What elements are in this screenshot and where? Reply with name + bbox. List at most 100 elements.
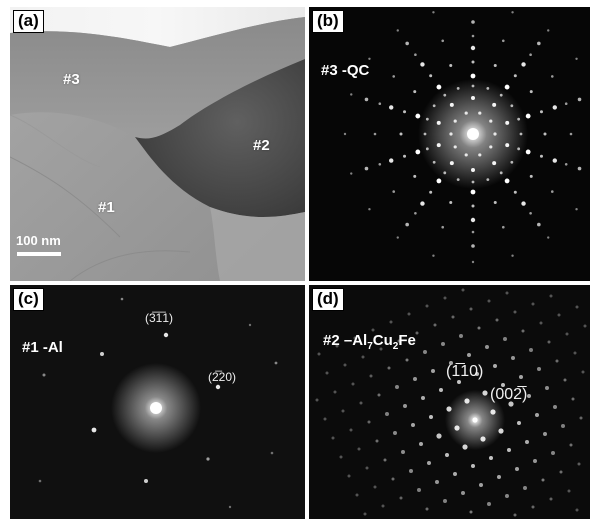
qc-diffraction-spot (432, 255, 434, 257)
al7cu2fe-diffraction-spot (503, 337, 507, 341)
al7cu2fe-diffraction-spot (550, 295, 553, 298)
al7cu2fe-diffraction-spot (318, 353, 321, 356)
al7cu2fe-diffraction-spot (532, 303, 535, 306)
qc-diffraction-spot (529, 53, 532, 56)
qc-diffraction-spot (389, 105, 393, 109)
al7cu2fe-diffraction-spot (462, 289, 465, 292)
reflection-002-label: (002̅) (490, 386, 527, 404)
al7cu2fe-diffraction-spot (390, 321, 393, 324)
al7cu2fe-diffraction-spot (395, 385, 399, 389)
qc-diffraction-spot (368, 208, 370, 210)
al7cu2fe-diffraction-spot (558, 314, 561, 317)
al-diffraction-spot (271, 452, 274, 455)
al7cu2fe-diffraction-spot (580, 417, 583, 420)
al7cu2fe-diffraction-spot (344, 364, 347, 367)
panel-b-letter: (b) (312, 10, 344, 33)
al-diffraction-spot (164, 333, 168, 337)
al7cu2fe-diffraction-spot (564, 379, 567, 382)
al7cu2fe-diffraction-spot (334, 391, 337, 394)
qc-diffraction-spot (575, 208, 577, 210)
al7cu2fe-diffraction-spot (348, 475, 351, 478)
al7cu2fe-diffraction-spot (392, 478, 395, 481)
panel-d-letter: (d) (312, 288, 344, 311)
al7cu2fe-diffraction-spot (316, 399, 319, 402)
al7cu2fe-diffraction-spot (497, 475, 501, 479)
qc-diffraction-spot (494, 64, 497, 67)
qc-diffraction-spot (415, 114, 420, 119)
qc-diffraction-spot (403, 155, 406, 158)
qc-diffraction-spot (471, 190, 476, 195)
qc-diffraction-spot (505, 179, 510, 184)
qc-diffraction-spot (450, 103, 454, 107)
al7cu2fe-diffraction-spot (378, 394, 381, 397)
qc-diffraction-spot (420, 62, 424, 66)
qc-diffraction-spot (505, 143, 509, 147)
al7cu2fe-diffraction-spot (459, 334, 463, 338)
al7cu2fe-diffraction-spot (400, 497, 403, 500)
qc-diffraction-spot (471, 46, 475, 50)
al7cu2fe-diffraction-spot (431, 369, 435, 373)
qc-diffraction-spot (454, 145, 457, 148)
al7cu2fe-diffraction-spot (370, 375, 373, 378)
qc-diffraction-spot (457, 87, 460, 90)
qc-diffraction-spot (505, 85, 510, 90)
qc-diffraction-spot (514, 191, 517, 194)
al7cu2fe-diffraction-spot (553, 405, 557, 409)
al-diffraction-spot (229, 506, 231, 508)
qc-diffraction-spot (547, 29, 549, 31)
al7cu2fe-diffraction-spot (485, 345, 489, 349)
al7cu2fe-diffraction-spot (423, 350, 427, 354)
qc-diffraction-spot (472, 261, 474, 263)
qc-diffraction-spot (526, 150, 531, 155)
qc-diffraction-spot (437, 121, 441, 125)
al7cu2fe-diffraction-spot (385, 412, 389, 416)
qc-diffraction-spot (392, 190, 395, 193)
al7cu2fe-diffraction-spot (542, 479, 545, 482)
al7cu2fe-diffraction-spot (582, 371, 585, 374)
al7cu2fe-diffraction-spot (515, 467, 519, 471)
al7cu2fe-diffraction-spot (427, 461, 431, 465)
qc-diffraction-spot (449, 201, 452, 204)
al7cu2fe-diffraction-spot (470, 511, 473, 514)
qc-diffraction-spot (511, 11, 513, 13)
al7cu2fe-diffraction-spot (561, 424, 565, 428)
al-diffraction-spot (206, 457, 209, 460)
qc-diffraction-spot (530, 90, 533, 93)
al7cu2fe-diffraction-spot (364, 513, 367, 516)
qc-diffraction-spot (502, 39, 505, 42)
al7cu2fe-diffraction-spot (426, 508, 429, 511)
al7cu2fe-diffraction-spot (452, 316, 455, 319)
al7cu2fe-diffraction-spot (545, 386, 549, 390)
al7cu2fe-diffraction-spot (446, 406, 451, 411)
al7cu2fe-diffraction-spot (493, 364, 497, 368)
al-diffraction-spot (216, 385, 220, 389)
qc-diffraction-spot (471, 168, 475, 172)
al7cu2fe-diffraction-spot (356, 494, 359, 497)
al7cu2fe-diffraction-spot (416, 332, 419, 335)
al7cu2fe-diffraction-spot (488, 300, 491, 303)
qc-diffraction-spot (486, 87, 489, 90)
al7cu2fe-diffraction-spot (368, 421, 371, 424)
qc-diffraction-spot (365, 167, 369, 171)
qc-diffraction-spot (413, 175, 416, 178)
al7cu2fe-diffraction-spot (408, 313, 411, 316)
qc-diffraction-spot (493, 132, 496, 135)
region-3-label: #3 (63, 71, 80, 88)
al7cu2fe-diffraction-spot (568, 490, 571, 493)
qc-diffraction-spot (478, 153, 481, 156)
qc-diffraction-spot (429, 74, 432, 77)
qc-diffraction-spot (437, 85, 442, 90)
al7cu2fe-diffraction-spot (532, 506, 535, 509)
al7cu2fe-diffraction-spot (576, 306, 579, 309)
qc-diffraction-spot (471, 244, 475, 248)
al7cu2fe-diffraction-spot (489, 456, 493, 460)
qc-diffraction-spot (344, 133, 346, 135)
qc-diffraction-spot (426, 118, 429, 121)
al7cu2fe-diffraction-spot (505, 494, 509, 498)
qc-diffraction-spot (441, 226, 444, 229)
al7cu2fe-diffraction-spot (498, 428, 503, 433)
qc-diffraction-spot (465, 111, 468, 114)
qc-diffraction-spot (415, 150, 420, 155)
qc-diffraction-spot (521, 201, 525, 205)
qc-diffraction-spot (397, 236, 399, 238)
